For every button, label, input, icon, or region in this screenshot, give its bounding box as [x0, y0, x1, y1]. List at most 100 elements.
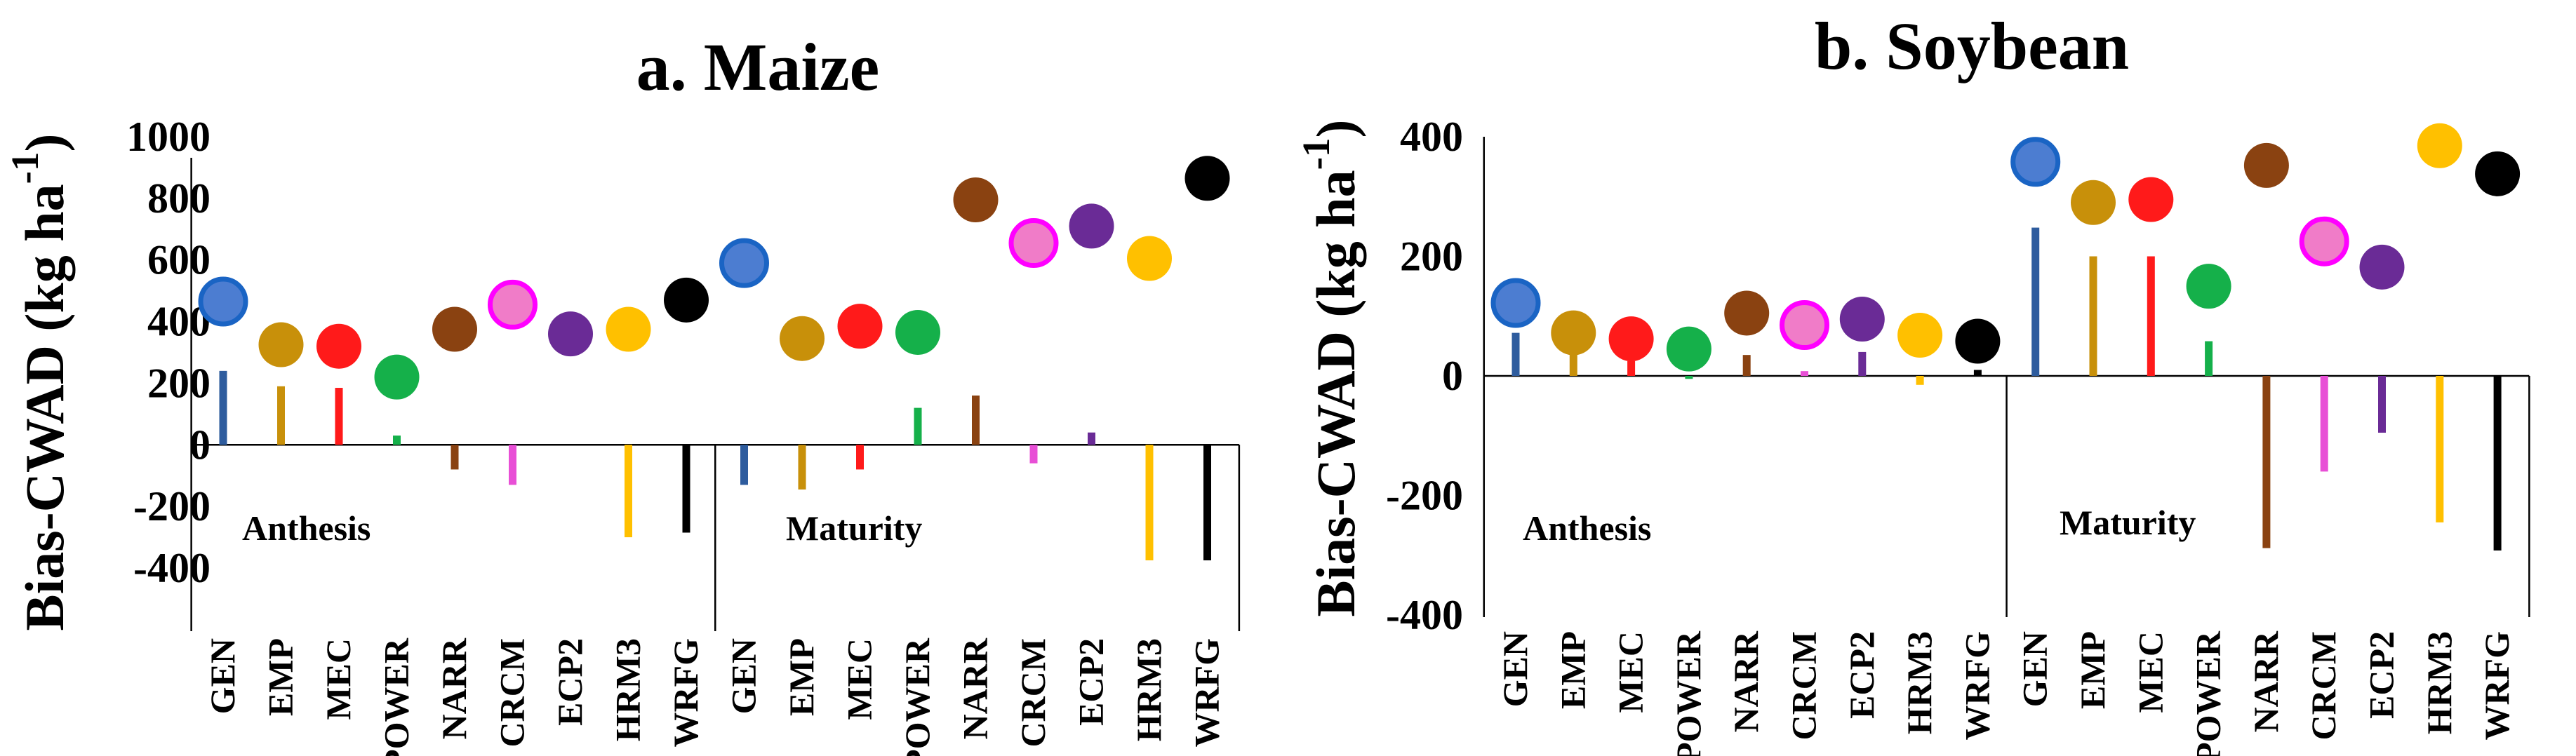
maize-y-tick-2: 600: [147, 237, 211, 283]
soybean-anthesis-dot-ecp2: [1839, 297, 1885, 342]
soybean-maturity-x-label-crcm: CRCM: [2304, 631, 2343, 741]
maize-anthesis-bar-hrm3: [625, 445, 632, 538]
soybean-maturity-bar-crcm: [2320, 376, 2328, 472]
soybean-anthesis-bar-crcm: [1801, 371, 1808, 376]
maize-maturity-dot-ecp2: [1069, 203, 1114, 249]
soybean-anthesis-dot-narr: [1724, 290, 1770, 336]
maize-maturity-dot-hrm3: [1127, 236, 1172, 281]
maize-panel: a. Maize Bias-CWAD (kg ha-1) 10008006004…: [4, 29, 1241, 756]
soybean-phase-label-anthesis: Anthesis: [1523, 508, 1651, 548]
maize-anthesis-dot-crcm: [488, 279, 538, 330]
maize-maturity-x-label-crcm: CRCM: [1013, 638, 1053, 748]
soybean-y-tick-2: 0: [1442, 353, 1463, 399]
soybean-maturity-x-label-gen: GEN: [2015, 631, 2055, 707]
maize-maturity-bar-emp: [798, 445, 806, 490]
maize-anthesis-x-label-wrfg: WRFG: [666, 638, 705, 748]
soybean-maturity-dot-emp: [2071, 180, 2116, 225]
maize-anthesis-dot-hrm3: [606, 306, 651, 352]
soybean-maturity-dot-mec: [2128, 177, 2174, 222]
soybean-anthesis-x-label-power: POWER: [1669, 630, 1708, 756]
maize-anthesis-dot-emp: [258, 322, 304, 367]
maize-maturity-bar-wrfg: [1203, 445, 1211, 561]
maize-maturity-x-label-mec: MEC: [840, 638, 879, 720]
soybean-anthesis-dot-wrfg: [1955, 318, 2001, 364]
soybean-y-label-close: ): [1305, 120, 1366, 138]
maize-phase-label-maturity: Maturity: [786, 508, 922, 548]
maize-maturity-x-label-narr: NARR: [956, 637, 995, 739]
soybean-maturity-bar-gen: [2031, 227, 2040, 376]
maize-anthesis-x-label-narr: NARR: [434, 637, 474, 739]
maize-anthesis-x-label-mec: MEC: [319, 638, 358, 720]
maize-maturity-x-label-wrfg: WRFG: [1187, 638, 1227, 748]
soybean-anthesis-bar-ecp2: [1858, 351, 1867, 376]
maize-maturity-dot-narr: [953, 177, 999, 223]
soybean-maturity-bar-mec: [2147, 256, 2155, 376]
maize-anthesis-dot-wrfg: [664, 277, 709, 323]
soybean-axes: [1483, 137, 2530, 617]
maize-maturity-x-label-gen: GEN: [724, 638, 763, 714]
soybean-maturity-dot-gen: [2010, 137, 2061, 187]
soybean-phase-label-maturity: Maturity: [2060, 503, 2196, 542]
maize-bars: [219, 370, 1211, 561]
soybean-anthesis-dot-crcm: [1780, 300, 1829, 351]
soybean-y-label-main: Bias-CWAD (kg ha: [1305, 170, 1366, 616]
soybean-y-tick-3: -200: [1386, 473, 1463, 519]
maize-maturity-dot-gen: [719, 238, 769, 288]
maize-anthesis-bar-power: [393, 436, 401, 445]
soybean-anthesis-bar-gen: [1511, 332, 1520, 376]
soybean-maturity-bar-wrfg: [2493, 376, 2502, 551]
soybean-maturity-dot-narr: [2243, 142, 2289, 188]
soybean-y-tick-1: 200: [1400, 234, 1463, 280]
soybean-maturity-bar-power: [2205, 341, 2213, 376]
maize-maturity-dot-wrfg: [1184, 156, 1230, 201]
maize-y-tick-1: 800: [147, 175, 211, 222]
maize-maturity-x-label-hrm3: HRM3: [1129, 638, 1168, 741]
maize-anthesis-bar-gen: [219, 370, 227, 445]
soybean-anthesis-bar-power: [1685, 376, 1693, 379]
soybean-maturity-dot-ecp2: [2359, 244, 2405, 290]
maize-y-axis-label: Bias-CWAD (kg ha-1): [4, 134, 75, 631]
soybean-anthesis-bar-mec: [1627, 360, 1636, 376]
maize-maturity-x-label-emp: EMP: [782, 638, 821, 716]
maize-maturity-dot-crcm: [1008, 218, 1059, 269]
soybean-maturity-dot-power: [2186, 264, 2231, 309]
maize-maturity-bar-gen: [740, 445, 748, 485]
soybean-dots: [1490, 123, 2521, 372]
maize-axes: [190, 158, 1241, 631]
soybean-maturity-x-label-mec: MEC: [2130, 631, 2170, 713]
maize-anthesis-bar-narr: [451, 445, 459, 470]
soybean-y-axis-label: Bias-CWAD (kg ha-1): [1295, 120, 1366, 617]
maize-maturity-bar-hrm3: [1145, 445, 1154, 561]
soybean-maturity-bar-ecp2: [2378, 376, 2386, 433]
maize-anthesis-dot-ecp2: [548, 311, 593, 357]
maize-anthesis-dot-gen: [198, 276, 248, 327]
maize-anthesis-x-label-hrm3: HRM3: [608, 638, 648, 741]
soybean-maturity-dot-crcm: [2299, 216, 2349, 266]
maize-y-label-sup: -1: [4, 152, 46, 184]
maize-y-label-main: Bias-CWAD (kg ha: [14, 184, 75, 630]
soybean-anthesis-dot-gen: [1490, 278, 1541, 328]
maize-anthesis-bar-crcm: [509, 445, 516, 485]
maize-x-ticks: GEN EMP MEC POWER NARR CRCM ECP2 HRM3 WRFG GEN EMP…: [203, 637, 1227, 756]
soybean-anthesis-bar-narr: [1742, 355, 1751, 376]
maize-maturity-x-label-ecp2: ECP2: [1072, 638, 1111, 726]
maize-anthesis-bar-emp: [277, 386, 285, 445]
soybean-anthesis-x-label-crcm: CRCM: [1784, 631, 1824, 741]
soybean-x-ticks: GEN EMP MEC POWER NARR CRCM ECP2 HRM3 WRFG GEN EMP…: [1495, 630, 2516, 756]
maize-title: a. Maize: [636, 29, 880, 104]
maize-maturity-dot-mec: [837, 304, 883, 349]
maize-dots: [198, 156, 1230, 400]
soybean-anthesis-dot-mec: [1608, 316, 1654, 362]
maize-anthesis-dot-power: [374, 354, 420, 400]
soybean-anthesis-x-label-narr: NARR: [1726, 630, 1766, 732]
maize-y-tick-7: -400: [133, 545, 211, 591]
maize-y-tick-4: 200: [147, 360, 211, 406]
soybean-maturity-dot-hrm3: [2417, 123, 2462, 168]
maize-anthesis-x-label-gen: GEN: [203, 638, 242, 714]
soybean-maturity-x-label-hrm3: HRM3: [2420, 631, 2459, 734]
maize-maturity-bar-ecp2: [1088, 432, 1095, 445]
maize-anthesis-dot-narr: [432, 306, 477, 352]
soybean-maturity-dot-wrfg: [2475, 151, 2521, 196]
soybean-anthesis-dot-hrm3: [1897, 313, 1943, 358]
